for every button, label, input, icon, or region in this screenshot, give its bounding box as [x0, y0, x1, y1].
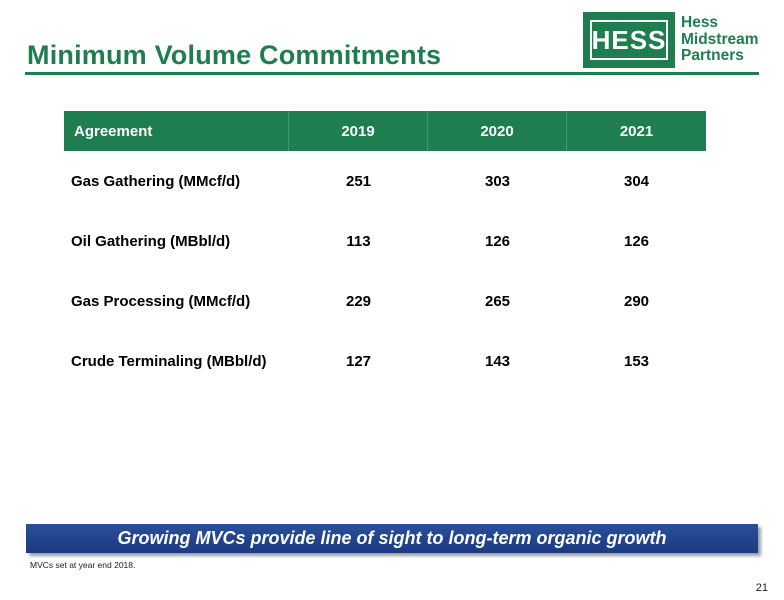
cell-2021: 153: [623, 352, 650, 370]
cell-2021: 304: [623, 172, 650, 190]
table-row: Crude Terminaling (MBbl/d) 127 143 153: [64, 331, 706, 391]
cell-2020: 126: [484, 232, 511, 250]
cell-2020: 265: [484, 292, 511, 310]
header-agreement: Agreement: [64, 111, 289, 151]
header-2020: 2020: [428, 111, 567, 151]
logo-mark: HESS: [590, 20, 668, 60]
row-label: Gas Gathering (MMcf/d): [71, 172, 241, 190]
table-row: Gas Gathering (MMcf/d) 251 303 304: [64, 151, 706, 211]
cell-2019: 251: [345, 172, 372, 190]
table-row: Oil Gathering (MBbl/d) 113 126 126: [64, 211, 706, 271]
cell-2020: 303: [484, 172, 511, 190]
mvc-table: Agreement 2019 2020 2021 Gas Gathering (…: [64, 111, 706, 391]
footnote: MVCs set at year end 2018.: [30, 560, 136, 570]
table-row: Gas Processing (MMcf/d) 229 265 290: [64, 271, 706, 331]
title-underline: [25, 72, 759, 75]
table-header: Agreement 2019 2020 2021: [64, 111, 706, 151]
row-label: Gas Processing (MMcf/d): [71, 292, 251, 310]
logo-mark-box: HESS: [583, 12, 675, 68]
hess-midstream-logo: HESS Hess Midstream Partners: [583, 12, 759, 68]
cell-2021: 290: [623, 292, 650, 310]
cell-2019: 229: [345, 292, 372, 310]
logo-line-2: Midstream: [681, 30, 759, 48]
logo-line-1: Hess: [681, 14, 719, 32]
key-message-banner: Growing MVCs provide line of sight to lo…: [26, 524, 758, 553]
cell-2019: 127: [345, 352, 372, 370]
row-label: Crude Terminaling (MBbl/d): [71, 352, 267, 370]
row-label: Oil Gathering (MBbl/d): [71, 232, 231, 250]
cell-2021: 126: [623, 232, 650, 250]
page-number: 21: [755, 582, 768, 594]
cell-2019: 113: [346, 232, 371, 250]
header-2019: 2019: [289, 111, 428, 151]
logo-line-3: Partners: [681, 47, 744, 65]
page-title: Minimum Volume Commitments: [27, 40, 442, 70]
logo-wordmark: Hess Midstream Partners: [681, 15, 759, 65]
cell-2020: 143: [484, 352, 511, 370]
header-2021: 2021: [619, 122, 654, 140]
